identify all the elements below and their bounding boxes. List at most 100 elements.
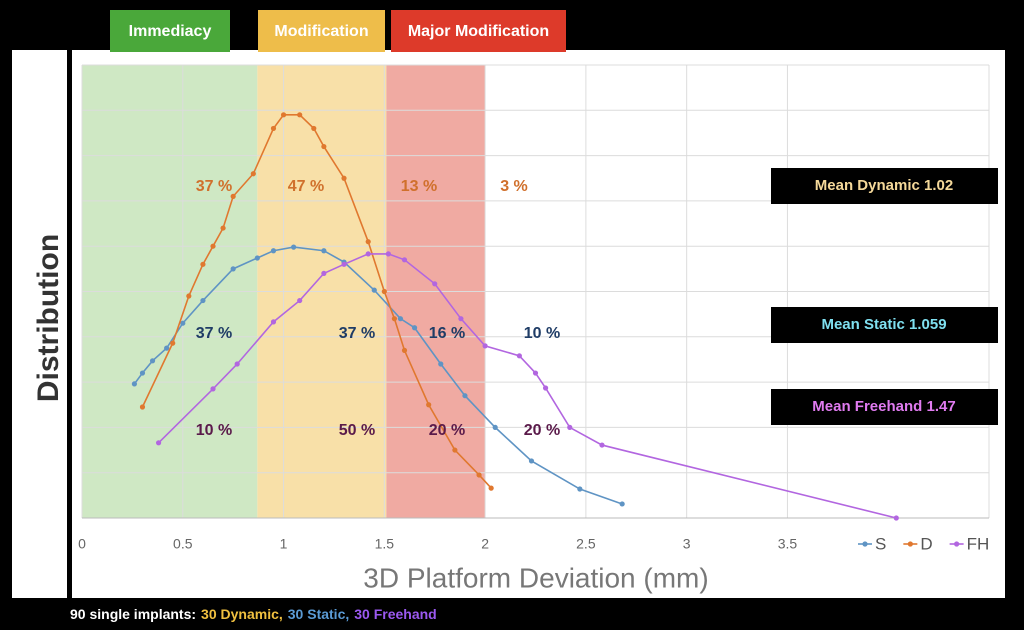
point	[462, 393, 468, 399]
point	[577, 486, 583, 492]
band-label: 50 %	[339, 422, 375, 439]
point	[365, 239, 371, 245]
point	[321, 270, 327, 276]
point	[385, 251, 391, 257]
point	[139, 404, 146, 410]
point	[131, 381, 138, 387]
point	[391, 316, 398, 322]
point	[476, 472, 482, 478]
point	[381, 288, 387, 295]
point	[210, 386, 216, 392]
band-label: 10 %	[196, 422, 232, 439]
region-tag	[110, 10, 230, 52]
band-label: 20 %	[429, 422, 465, 439]
x-tick-label: 1.5	[375, 536, 395, 552]
legend-label[interactable]: D	[920, 534, 932, 553]
legend-dot	[907, 541, 913, 547]
x-axis-title: 3D Platform Deviation (mm)	[363, 562, 708, 593]
point	[170, 340, 176, 346]
point	[270, 125, 277, 132]
point	[411, 325, 418, 331]
region-label: Immediacy	[129, 23, 212, 40]
divider	[67, 50, 72, 598]
point	[291, 244, 297, 250]
point	[230, 193, 236, 199]
point	[297, 112, 303, 118]
point	[164, 345, 170, 351]
mean-label: Mean Dynamic 1.02	[815, 177, 953, 194]
mean-box	[771, 307, 998, 343]
y-axis-title: Distribution	[32, 234, 65, 402]
point	[311, 125, 317, 132]
legend-label[interactable]: FH	[967, 534, 990, 553]
point	[155, 440, 162, 446]
band-label: 16 %	[429, 325, 465, 342]
point	[139, 370, 146, 376]
point	[297, 297, 303, 304]
point	[599, 442, 605, 448]
point	[371, 287, 377, 293]
point	[280, 112, 287, 118]
series-line	[141, 114, 492, 489]
x-tick-label: 2.5	[576, 536, 596, 552]
point	[186, 293, 192, 299]
point	[492, 424, 498, 430]
region-label: Modification	[274, 23, 368, 40]
point	[438, 361, 444, 367]
region-tag	[258, 10, 385, 52]
region-label: Major Modification	[408, 23, 549, 40]
legend-dot	[862, 541, 868, 547]
legend-dot	[954, 541, 960, 547]
caption-part: 30 Freehand	[354, 606, 437, 622]
caption-box: 90 single implants: 30 Dynamic, 30 Static,…	[70, 606, 770, 622]
point	[482, 343, 488, 349]
point	[893, 515, 899, 521]
band-label: 20 %	[524, 422, 560, 439]
point	[234, 361, 240, 367]
point	[270, 248, 277, 254]
point	[200, 297, 206, 304]
point	[542, 385, 549, 391]
point	[567, 424, 573, 430]
point	[250, 171, 256, 177]
point	[341, 261, 347, 267]
point	[532, 370, 539, 376]
point	[210, 243, 216, 249]
x-tick-label: 2	[481, 536, 489, 552]
x-tick-label: 3.5	[778, 536, 798, 552]
point	[220, 225, 226, 231]
x-tick-label: 0	[78, 536, 86, 552]
legend-label[interactable]: S	[875, 534, 886, 553]
band-label: 37 %	[196, 325, 232, 342]
point	[458, 316, 464, 322]
caption-part: 30 Dynamic,	[201, 606, 283, 622]
x-tick-label: 3	[683, 536, 691, 552]
band-label: 10 %	[524, 325, 560, 342]
point	[432, 281, 438, 287]
point	[321, 143, 327, 150]
point	[365, 251, 371, 257]
band-label: 37 %	[196, 178, 232, 195]
band-label: 47 %	[288, 178, 324, 195]
x-tick-label: 0.5	[173, 536, 193, 552]
caption-part: 90 single implants:	[70, 606, 197, 622]
point	[397, 316, 404, 322]
point	[149, 358, 156, 364]
point	[401, 347, 408, 353]
mean-label: Mean Static 1.059	[821, 316, 946, 333]
x-tick-label: 1	[280, 536, 288, 552]
point	[619, 501, 625, 507]
mean-label: Mean Freehand 1.47	[812, 398, 955, 415]
mean-box	[771, 389, 998, 425]
band-label: 37 %	[339, 325, 375, 342]
point	[488, 485, 494, 491]
point	[528, 458, 535, 464]
caption-part: 30 Static,	[287, 606, 350, 622]
point	[516, 353, 522, 359]
point	[341, 175, 347, 181]
point	[180, 320, 186, 326]
caption: 90 single implants: 30 Dynamic, 30 Static,…	[70, 606, 770, 622]
point	[401, 257, 408, 263]
